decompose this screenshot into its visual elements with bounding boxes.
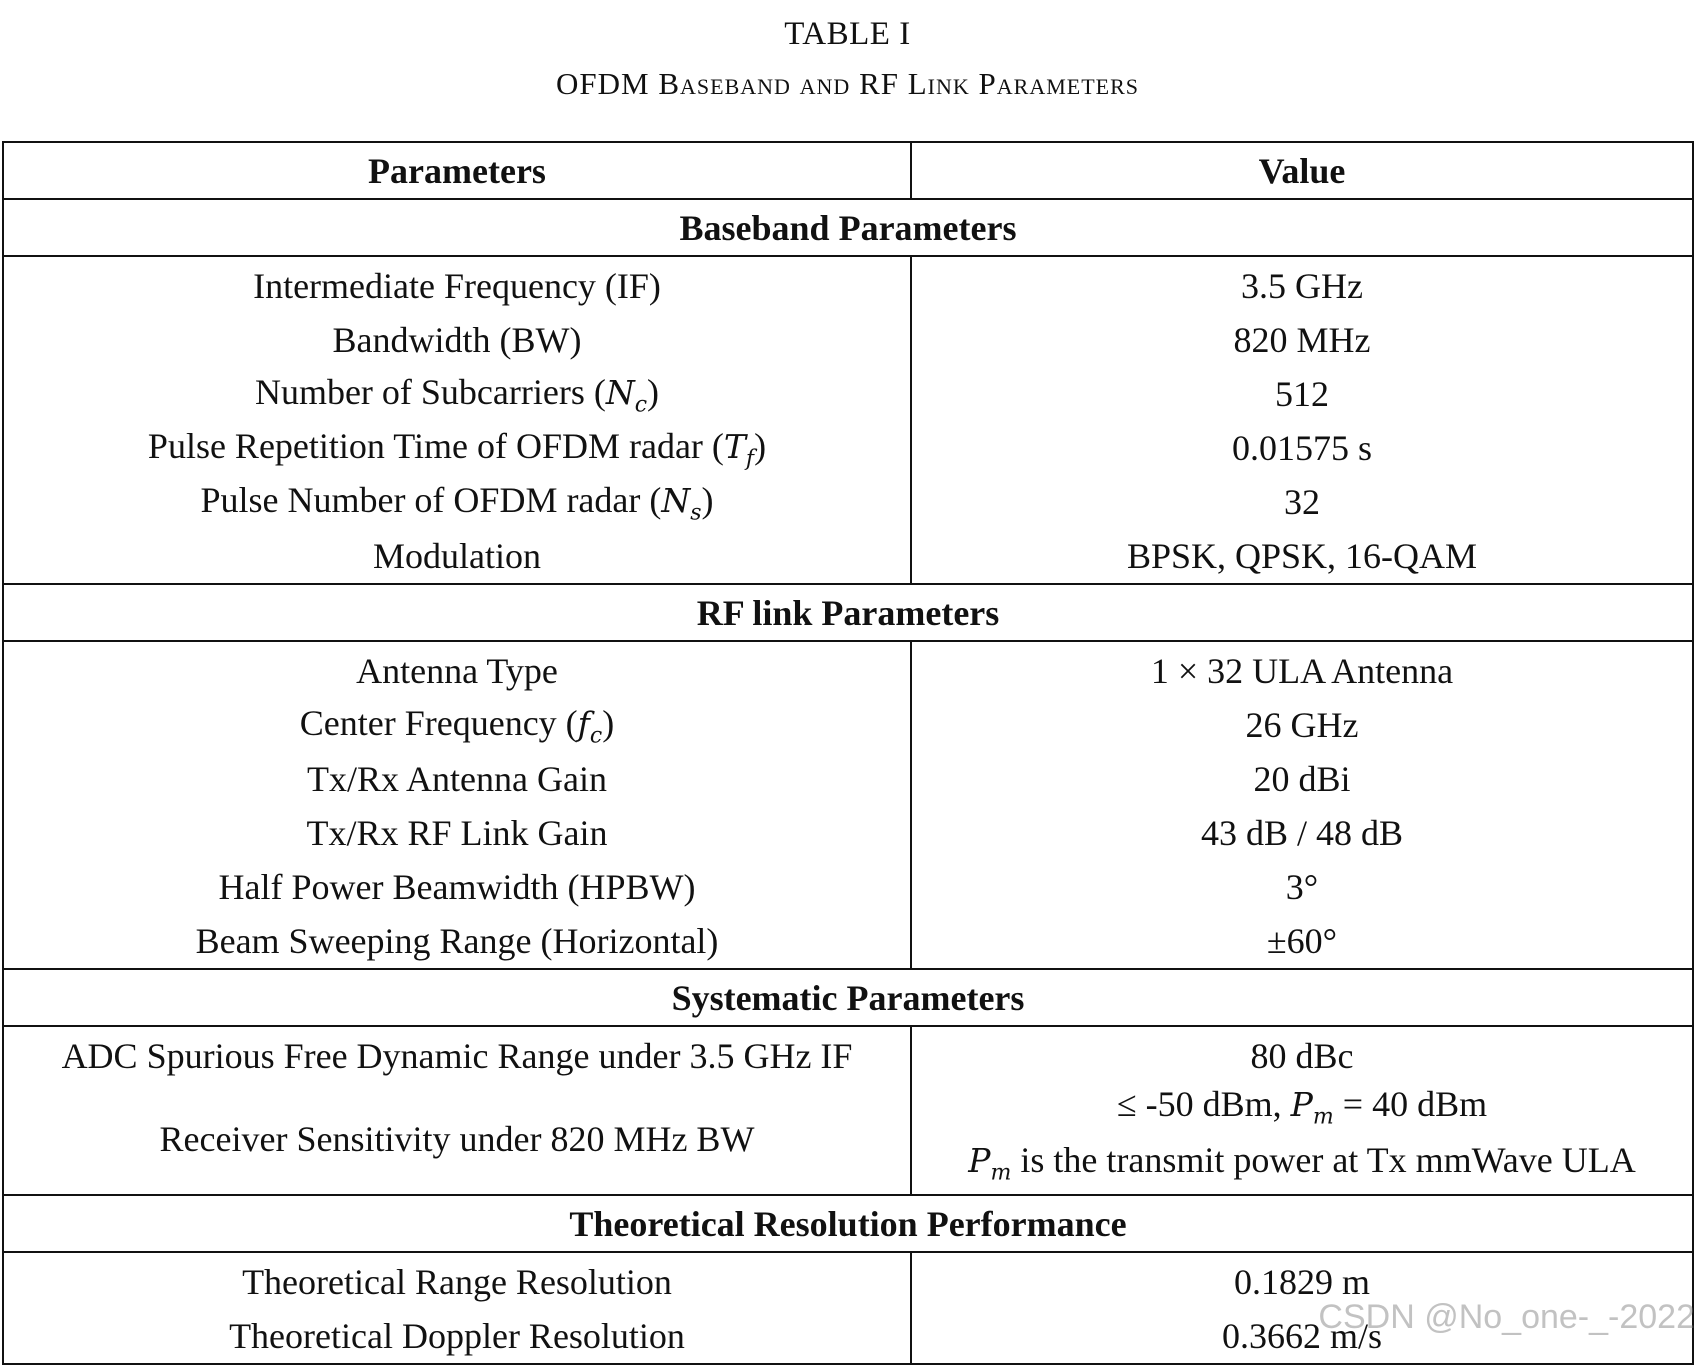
param-cell: Number of Subcarriers (Nc) — [2, 367, 912, 421]
param-cell: Bandwidth (BW) — [2, 313, 912, 367]
param-cell: Center Frequency (fc) — [2, 698, 912, 752]
param-cell: Intermediate Frequency (IF) — [2, 256, 912, 313]
param-cell: Tx/Rx Antenna Gain — [2, 752, 912, 806]
param-cell: ADC Spurious Free Dynamic Range under 3.… — [2, 1026, 912, 1083]
table-row: Receiver Sensitivity under 820 MHz BW ≤ … — [2, 1083, 1694, 1197]
watermark: CSDN @No_one-_-2022 — [1318, 1298, 1695, 1336]
section-title: Baseband Parameters — [2, 198, 1694, 257]
param-cell: Pulse Repetition Time of OFDM radar (Tf) — [2, 421, 912, 475]
section-title: Systematic Parameters — [2, 968, 1694, 1027]
value-cell: 32 — [910, 475, 1694, 529]
section-row-systematic: Systematic Parameters — [2, 968, 1694, 1027]
value-cell: BPSK, QPSK, 16-QAM — [910, 529, 1694, 585]
table-row: Antenna Type 1 × 32 ULA Antenna — [2, 641, 1694, 698]
header-row: Parameters Value — [2, 141, 1694, 200]
value-cell: ≤ -50 dBm, Pm = 40 dBm Pm is the transmi… — [910, 1083, 1694, 1197]
section-row-resolution: Theoretical Resolution Performance — [2, 1194, 1694, 1254]
value-cell: ±60° — [910, 914, 1694, 970]
value-cell: 26 GHz — [910, 698, 1694, 752]
value-cell: 20 dBi — [910, 752, 1694, 806]
value-cell: 512 — [910, 367, 1694, 421]
param-cell: Theoretical Range Resolution — [2, 1252, 912, 1310]
param-cell: Pulse Number of OFDM radar (Ns) — [2, 475, 912, 529]
value-cell: 3.5 GHz — [910, 256, 1694, 313]
param-cell: Receiver Sensitivity under 820 MHz BW — [2, 1083, 912, 1197]
value-cell: 3° — [910, 860, 1694, 914]
param-cell: Modulation — [2, 529, 912, 585]
param-cell: Half Power Beamwidth (HPBW) — [2, 860, 912, 914]
value-line-1: ≤ -50 dBm, Pm = 40 dBm — [1116, 1084, 1488, 1130]
table-row: Modulation BPSK, QPSK, 16-QAM — [2, 529, 1694, 585]
table-row: Theoretical Range Resolution 0.1829 m — [2, 1252, 1694, 1310]
table-row: Half Power Beamwidth (HPBW) 3° — [2, 860, 1694, 914]
table-row: Beam Sweeping Range (Horizontal) ±60° — [2, 914, 1694, 970]
value-line-2: Pm is the transmit power at Tx mmWave UL… — [968, 1139, 1636, 1186]
table-title: OFDM Baseband and RF Link Parameters — [556, 66, 1139, 101]
param-cell: Antenna Type — [2, 641, 912, 698]
param-cell: Tx/Rx RF Link Gain — [2, 806, 912, 860]
value-cell: 0.1829 m — [910, 1252, 1694, 1310]
param-cell: Beam Sweeping Range (Horizontal) — [2, 914, 912, 970]
header-value: Value — [910, 141, 1694, 200]
table-number: TABLE I — [784, 16, 911, 52]
table-row: Center Frequency (fc) 26 GHz — [2, 698, 1694, 752]
section-title: RF link Parameters — [2, 583, 1694, 642]
section-title: Theoretical Resolution Performance — [2, 1194, 1694, 1254]
table-row: Pulse Repetition Time of OFDM radar (Tf)… — [2, 421, 1694, 475]
table-row: Intermediate Frequency (IF) 3.5 GHz — [2, 256, 1694, 313]
value-cell: 80 dBc — [910, 1026, 1694, 1083]
table-row: Bandwidth (BW) 820 MHz — [2, 313, 1694, 367]
header-parameters: Parameters — [2, 141, 912, 200]
param-cell: Theoretical Doppler Resolution — [2, 1309, 912, 1365]
section-row-baseband: Baseband Parameters — [2, 198, 1694, 257]
value-cell: 820 MHz — [910, 313, 1694, 367]
table-row: Number of Subcarriers (Nc) 512 — [2, 367, 1694, 421]
section-row-rf-link: RF link Parameters — [2, 583, 1694, 642]
parameters-table: Parameters Value Baseband Parameters Int… — [2, 141, 1694, 1365]
value-cell: 0.01575 s — [910, 421, 1694, 475]
table-row: Pulse Number of OFDM radar (Ns) 32 — [2, 475, 1694, 529]
table-row: ADC Spurious Free Dynamic Range under 3.… — [2, 1026, 1694, 1083]
table-row: Tx/Rx Antenna Gain 20 dBi — [2, 752, 1694, 806]
value-cell: 43 dB / 48 dB — [910, 806, 1694, 860]
table-row: Tx/Rx RF Link Gain 43 dB / 48 dB — [2, 806, 1694, 860]
value-cell: 1 × 32 ULA Antenna — [910, 641, 1694, 698]
